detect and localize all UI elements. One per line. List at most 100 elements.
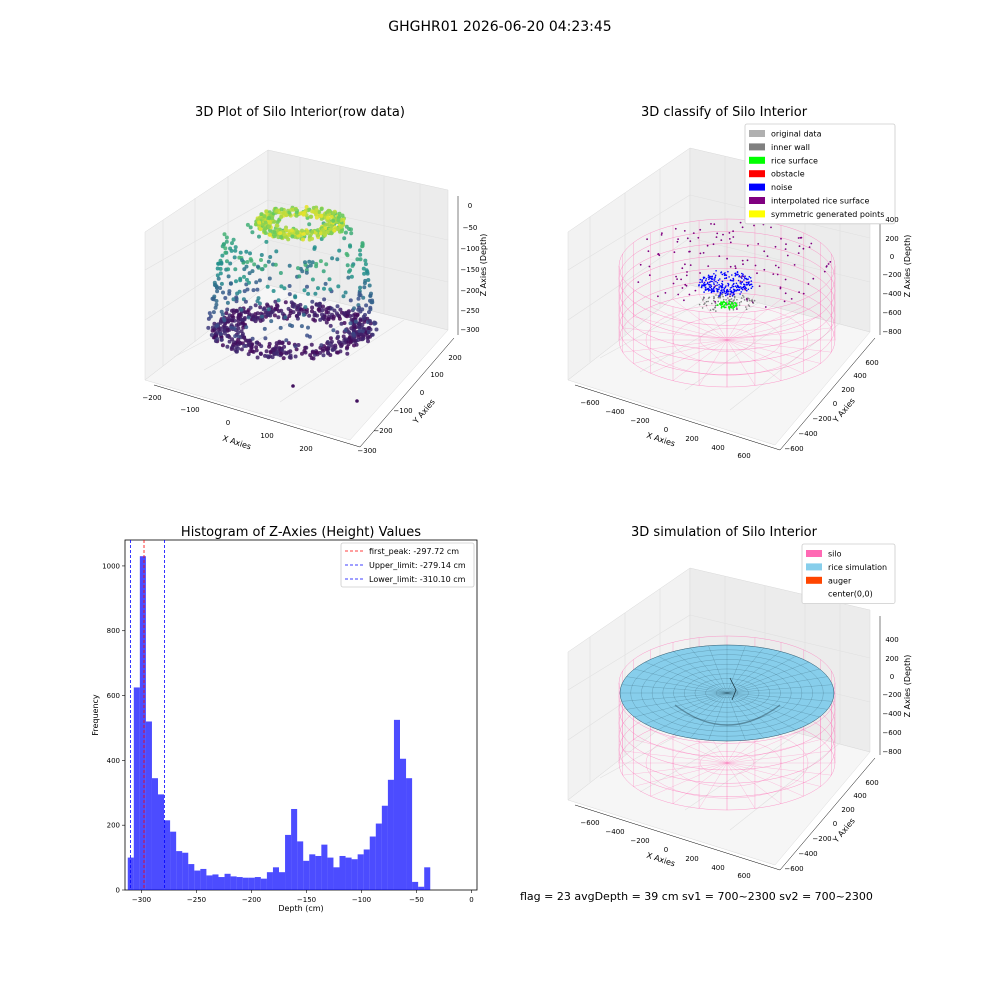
classify-legend-swatch	[749, 210, 765, 218]
raw-axes-panes	[144, 149, 459, 448]
interpolated-point	[726, 257, 728, 260]
raw-point	[222, 232, 227, 237]
noise-point	[736, 271, 739, 273]
raw-xtick: 200	[299, 445, 312, 453]
raw-point	[305, 284, 309, 289]
noise-point	[713, 286, 716, 289]
raw-point	[230, 314, 235, 318]
histogram-bar	[369, 836, 376, 890]
histogram-bar	[230, 876, 237, 890]
raw-point	[265, 313, 270, 317]
noise-point	[748, 281, 750, 283]
raw-point	[329, 231, 334, 236]
raw-point	[304, 345, 309, 350]
raw-ytick: −200	[373, 427, 392, 435]
simulation-legend: silo rice simulation auger center(0,0)	[801, 543, 896, 604]
histogram-bar	[327, 857, 334, 890]
raw-point	[320, 228, 325, 232]
noise-point	[749, 283, 751, 286]
noise-point	[725, 277, 728, 279]
interpolated-point	[712, 243, 715, 246]
inner-wall-point	[703, 303, 705, 306]
noise-point	[744, 275, 746, 278]
interpolated-point	[702, 252, 705, 254]
noise-point	[751, 285, 754, 288]
raw-point	[237, 255, 242, 260]
interpolated-point	[807, 283, 810, 285]
histogram-legend-label: Lower_limit: -310.10 cm	[369, 575, 466, 584]
raw-point	[242, 344, 247, 348]
raw-point	[255, 299, 260, 304]
noise-point	[736, 289, 739, 291]
inner-wall-point	[712, 308, 715, 311]
raw-point	[236, 346, 241, 351]
raw-point	[361, 314, 366, 319]
raw-point	[320, 347, 325, 352]
raw-point	[218, 271, 223, 276]
raw-point	[317, 301, 322, 306]
raw-point	[287, 284, 292, 288]
raw-point	[302, 288, 307, 293]
raw-point	[300, 351, 304, 356]
raw-point	[316, 307, 321, 312]
noise-point	[740, 291, 742, 293]
raw-point	[239, 329, 244, 334]
rice-surface-grid	[644, 661, 728, 694]
raw-point	[338, 307, 343, 312]
raw-point	[224, 311, 229, 316]
rice-surface-point	[721, 305, 723, 308]
noise-point	[705, 278, 708, 280]
raw-point	[343, 230, 348, 235]
raw-point	[283, 315, 288, 320]
interpolated-point	[825, 265, 828, 268]
histogram-bar	[363, 849, 370, 890]
interpolated-point	[722, 233, 724, 236]
raw-point	[366, 278, 371, 282]
noise-point	[734, 272, 737, 275]
classify-silo-floor-ring	[699, 328, 755, 352]
histogram-legend-label: first_peak: -297.72 cm	[369, 547, 459, 556]
noise-point	[713, 273, 715, 275]
rice-surface-point	[721, 302, 724, 305]
raw-point	[282, 232, 287, 237]
raw-point	[305, 229, 310, 234]
raw-point	[294, 210, 299, 215]
raw-point	[325, 229, 330, 234]
raw-point	[245, 277, 249, 282]
raw-point	[268, 232, 272, 237]
histogram-ytick-label: 0	[116, 887, 120, 895]
simulation-3d-plot: 3D simulation of Silo Interior	[567, 525, 912, 880]
histogram-bar	[351, 859, 358, 890]
raw-point	[321, 304, 325, 309]
interpolated-point	[774, 264, 777, 267]
raw-point	[327, 277, 332, 282]
raw-point	[272, 351, 277, 356]
raw-point	[362, 271, 367, 276]
inner-wall-point	[727, 297, 729, 299]
inner-wall-point	[725, 299, 727, 301]
rice-surface-grid	[726, 668, 820, 694]
noise-point	[725, 294, 727, 297]
noise-point	[746, 289, 748, 292]
raw-point	[215, 323, 220, 328]
interpolated-point	[657, 295, 659, 298]
raw-point	[349, 231, 354, 236]
noise-point	[721, 286, 724, 289]
raw-point	[368, 305, 373, 310]
raw-point	[287, 263, 292, 268]
interpolated-point	[713, 223, 716, 226]
interpolated-point	[684, 263, 686, 266]
classify-ytick: 400	[853, 372, 866, 380]
noise-point	[739, 282, 741, 284]
histogram-ytick-label: 200	[107, 822, 120, 830]
noise-point	[734, 285, 737, 288]
raw-xtick: −200	[142, 394, 161, 402]
interpolated-point	[685, 274, 688, 277]
inner-wall-point	[715, 294, 717, 296]
inner-wall-point	[715, 310, 717, 312]
simulation-ztick: −600	[882, 729, 901, 737]
raw-point	[270, 355, 275, 360]
classify-plot-title: 3D classify of Silo Interior	[641, 105, 808, 120]
raw-point	[342, 321, 347, 325]
raw-point	[258, 351, 263, 356]
